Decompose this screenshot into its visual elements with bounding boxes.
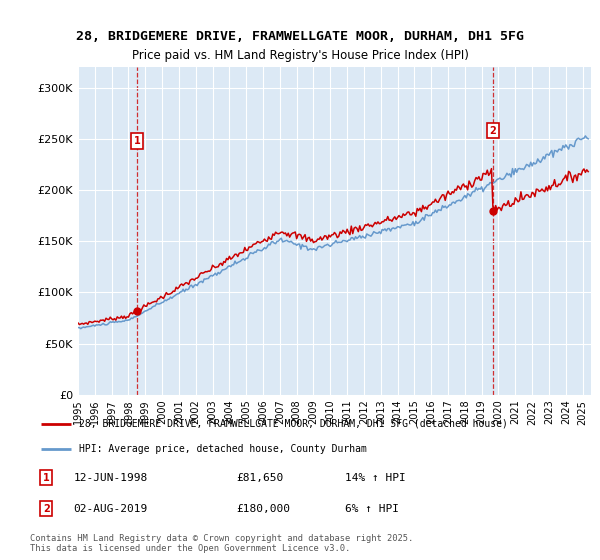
Text: Price paid vs. HM Land Registry's House Price Index (HPI): Price paid vs. HM Land Registry's House … xyxy=(131,49,469,63)
Text: 12-JUN-1998: 12-JUN-1998 xyxy=(73,473,148,483)
Text: £81,650: £81,650 xyxy=(236,473,284,483)
Text: 2: 2 xyxy=(490,125,496,136)
Text: Contains HM Land Registry data © Crown copyright and database right 2025.
This d: Contains HM Land Registry data © Crown c… xyxy=(30,534,413,553)
Text: 14% ↑ HPI: 14% ↑ HPI xyxy=(345,473,406,483)
Text: 1: 1 xyxy=(43,473,50,483)
Text: 28, BRIDGEMERE DRIVE, FRAMWELLGATE MOOR, DURHAM, DH1 5FG: 28, BRIDGEMERE DRIVE, FRAMWELLGATE MOOR,… xyxy=(76,30,524,43)
Text: 1: 1 xyxy=(133,136,140,146)
Text: 2: 2 xyxy=(43,503,50,514)
Text: HPI: Average price, detached house, County Durham: HPI: Average price, detached house, Coun… xyxy=(79,444,367,454)
Text: £180,000: £180,000 xyxy=(236,503,290,514)
Text: 02-AUG-2019: 02-AUG-2019 xyxy=(73,503,148,514)
Text: 28, BRIDGEMERE DRIVE, FRAMWELLGATE MOOR, DURHAM, DH1 5FG (detached house): 28, BRIDGEMERE DRIVE, FRAMWELLGATE MOOR,… xyxy=(79,419,508,429)
Text: 6% ↑ HPI: 6% ↑ HPI xyxy=(345,503,399,514)
